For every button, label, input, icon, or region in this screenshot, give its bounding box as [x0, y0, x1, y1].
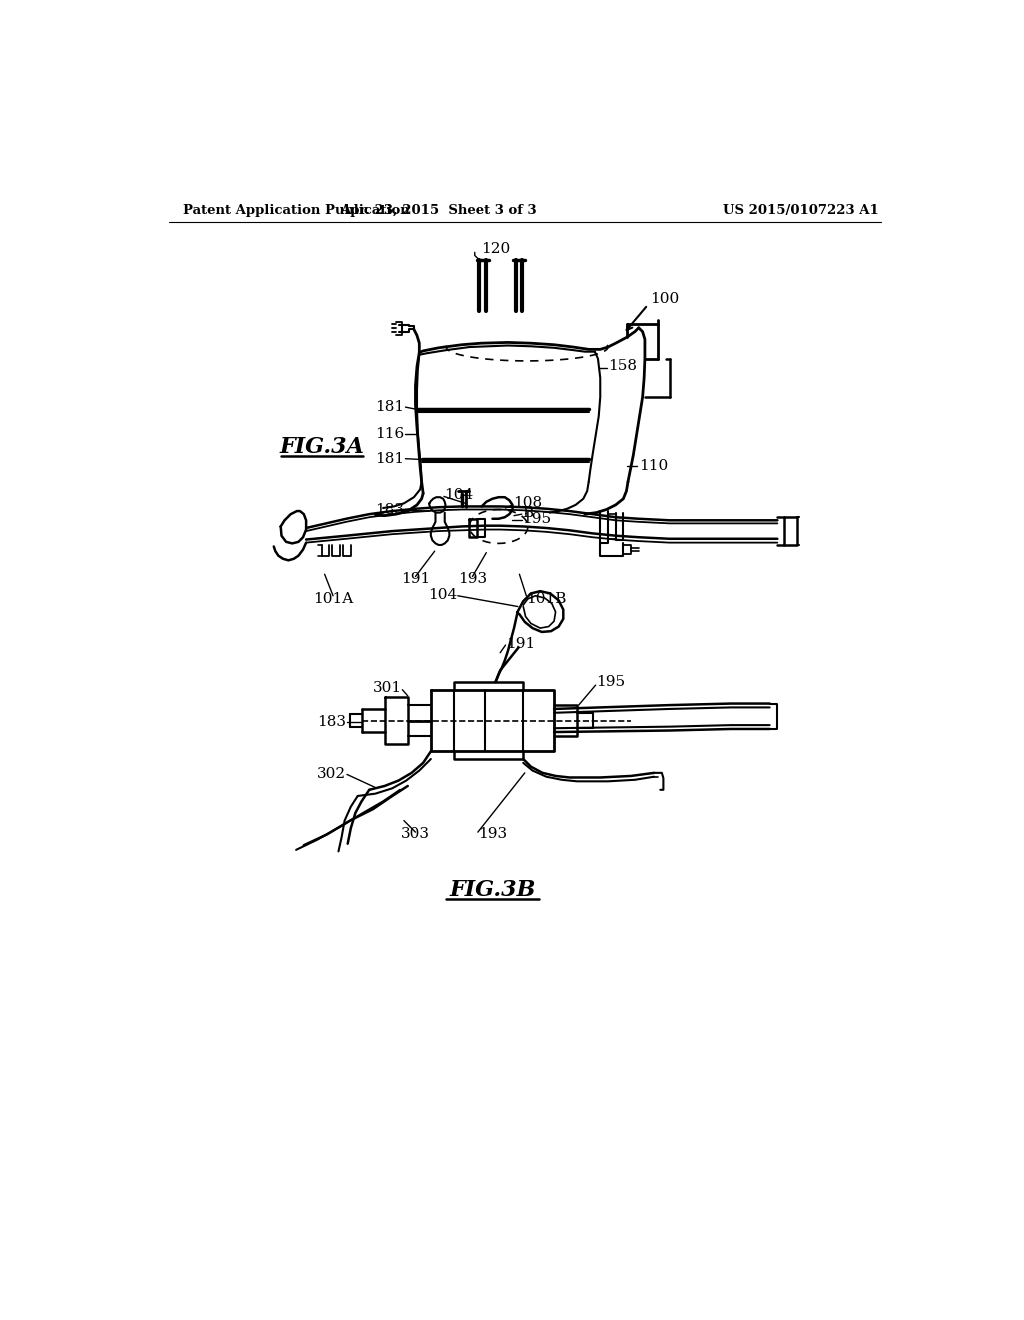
Text: 116: 116	[375, 428, 403, 441]
Text: Patent Application Publication: Patent Application Publication	[183, 205, 410, 218]
Text: Apr. 23, 2015  Sheet 3 of 3: Apr. 23, 2015 Sheet 3 of 3	[340, 205, 537, 218]
Text: 120: 120	[481, 243, 510, 256]
Text: 302: 302	[317, 767, 346, 781]
Text: 110: 110	[639, 459, 668, 474]
Text: 104: 104	[428, 587, 457, 602]
Text: 191: 191	[400, 572, 430, 586]
Text: 301: 301	[373, 681, 401, 696]
Text: 100: 100	[650, 292, 680, 306]
Text: 183: 183	[317, 715, 346, 729]
Text: 108: 108	[513, 495, 543, 510]
Text: 193: 193	[458, 572, 487, 586]
Text: 183: 183	[375, 503, 403, 517]
Text: FIG.3B: FIG.3B	[450, 879, 536, 902]
Text: 158: 158	[608, 359, 637, 374]
Text: FIG.3A: FIG.3A	[280, 436, 364, 458]
Text: 195: 195	[596, 675, 626, 689]
Text: 193: 193	[478, 828, 508, 841]
Text: 303: 303	[401, 828, 430, 841]
Text: 181: 181	[375, 400, 403, 414]
Text: 101B: 101B	[526, 591, 566, 606]
Text: B: B	[522, 506, 534, 520]
Text: 101A: 101A	[313, 591, 353, 606]
Text: 181: 181	[375, 451, 403, 466]
Text: 195: 195	[522, 512, 552, 525]
Text: US 2015/0107223 A1: US 2015/0107223 A1	[723, 205, 879, 218]
Text: 191: 191	[506, 636, 536, 651]
Text: 104: 104	[444, 488, 473, 502]
